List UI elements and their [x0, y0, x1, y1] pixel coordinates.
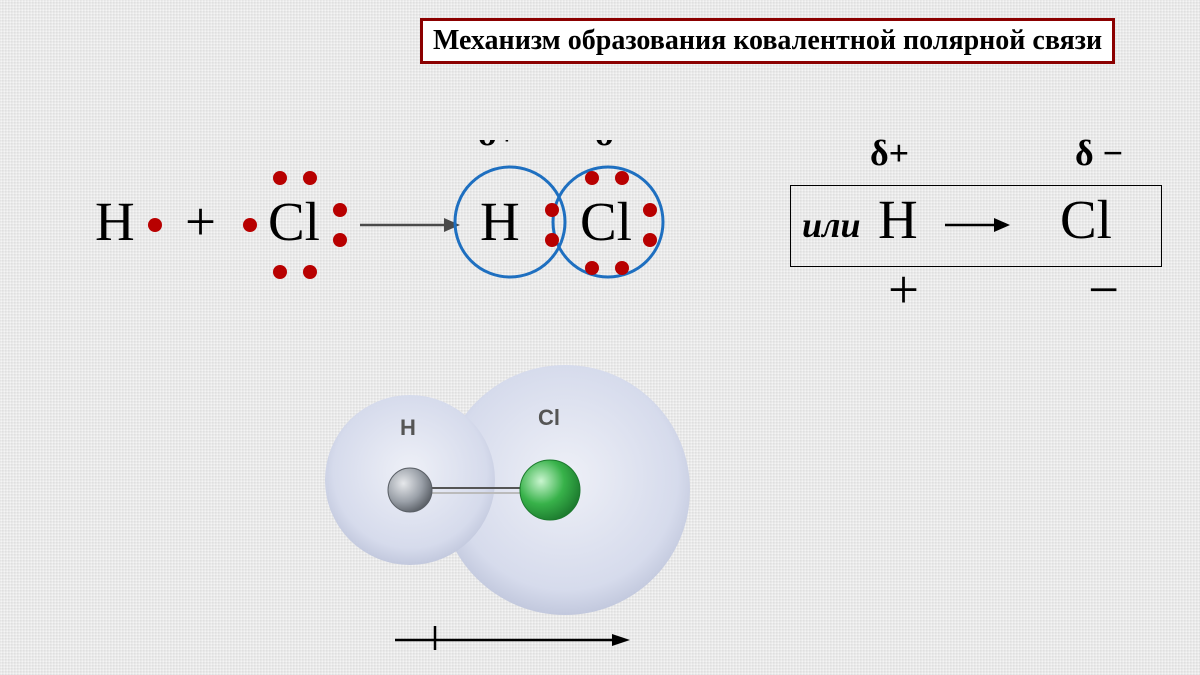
electron-dot [615, 261, 629, 275]
alt-delta-minus: δ − [1075, 132, 1123, 174]
svg-text:H: H [480, 191, 520, 252]
electron-dot [303, 265, 317, 279]
alt-h-label: H [878, 188, 918, 251]
h-atom [388, 468, 432, 512]
electron-dot [585, 171, 599, 185]
electron-dot [333, 203, 347, 217]
cl-atom [520, 460, 580, 520]
electron-dot [545, 203, 559, 217]
svg-text:Cl: Cl [580, 191, 632, 252]
electron-dot [545, 233, 559, 247]
svg-text:δ+: δ+ [478, 140, 517, 153]
alt-plus-below: + [888, 258, 919, 321]
svg-text:δ −: δ − [595, 140, 643, 153]
alt-delta-plus: δ+ [870, 132, 909, 174]
electron-dot [615, 171, 629, 185]
molecule-illustration: H Cl [260, 350, 740, 650]
lewis-diagram: H + Cl H Cl δ+ δ − [40, 140, 760, 320]
svg-text:H: H [95, 191, 135, 252]
electron-dot [273, 171, 287, 185]
alt-cl-label: Cl [1060, 188, 1112, 251]
electron-dot [273, 265, 287, 279]
electron-dot [585, 261, 599, 275]
electron-dot [333, 233, 347, 247]
alt-minus-below: − [1088, 258, 1119, 321]
alt-ili: или [802, 204, 861, 246]
electron-dot [303, 171, 317, 185]
svg-text:H: H [400, 415, 416, 440]
electron-dot [148, 218, 162, 232]
electron-dot [243, 218, 257, 232]
svg-text:Cl: Cl [538, 405, 560, 430]
electron-dot [643, 203, 657, 217]
svg-text:+: + [185, 191, 216, 252]
electron-dot [643, 233, 657, 247]
svg-text:Cl: Cl [268, 191, 320, 252]
title-box: Механизм образования ковалентной полярно… [420, 18, 1115, 64]
